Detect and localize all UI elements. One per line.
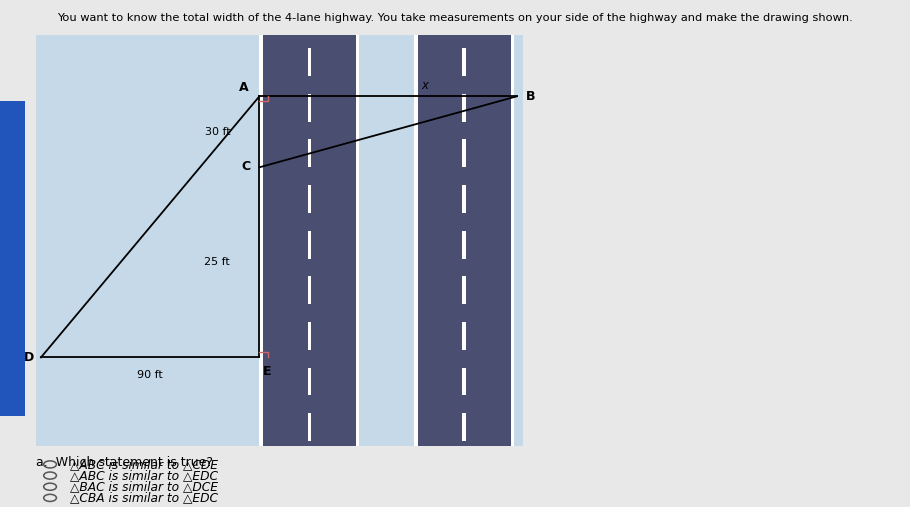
Bar xyxy=(511,35,514,446)
Bar xyxy=(414,35,418,446)
Bar xyxy=(462,139,466,167)
Bar xyxy=(308,276,311,304)
Bar xyxy=(462,276,466,304)
Text: B: B xyxy=(526,90,535,103)
Bar xyxy=(462,185,466,213)
Text: a.  Which statement is true?: a. Which statement is true? xyxy=(36,456,214,469)
Bar xyxy=(308,322,311,350)
Bar xyxy=(462,413,466,441)
Bar xyxy=(462,94,466,122)
Bar xyxy=(462,48,466,76)
Bar xyxy=(259,35,263,446)
Text: △ABC is similar to △EDC: △ABC is similar to △EDC xyxy=(70,469,218,482)
Bar xyxy=(36,35,523,446)
Bar xyxy=(308,94,311,122)
Bar xyxy=(308,231,311,259)
Bar xyxy=(462,368,466,395)
Bar xyxy=(462,322,466,350)
Bar xyxy=(259,35,359,446)
Text: x: x xyxy=(421,79,428,92)
Bar xyxy=(0,101,25,416)
Bar xyxy=(356,35,359,446)
Text: C: C xyxy=(241,160,250,173)
Text: 25 ft: 25 ft xyxy=(205,258,230,267)
Text: You want to know the total width of the 4-lane highway. You take measurements on: You want to know the total width of the … xyxy=(57,13,853,23)
Text: 30 ft: 30 ft xyxy=(205,127,230,137)
Text: △ABC is similar to △CDE: △ABC is similar to △CDE xyxy=(70,458,218,471)
Text: E: E xyxy=(263,365,271,378)
Bar xyxy=(308,368,311,395)
Bar xyxy=(308,48,311,76)
Bar xyxy=(308,139,311,167)
Text: D: D xyxy=(24,351,34,364)
Text: 90 ft: 90 ft xyxy=(137,370,163,380)
Text: △CBA is similar to △EDC: △CBA is similar to △EDC xyxy=(70,491,218,504)
Text: A: A xyxy=(238,81,248,94)
Bar xyxy=(308,413,311,441)
Text: △BAC is similar to △DCE: △BAC is similar to △DCE xyxy=(70,480,218,493)
Bar xyxy=(308,185,311,213)
Bar xyxy=(462,231,466,259)
Bar xyxy=(414,35,514,446)
